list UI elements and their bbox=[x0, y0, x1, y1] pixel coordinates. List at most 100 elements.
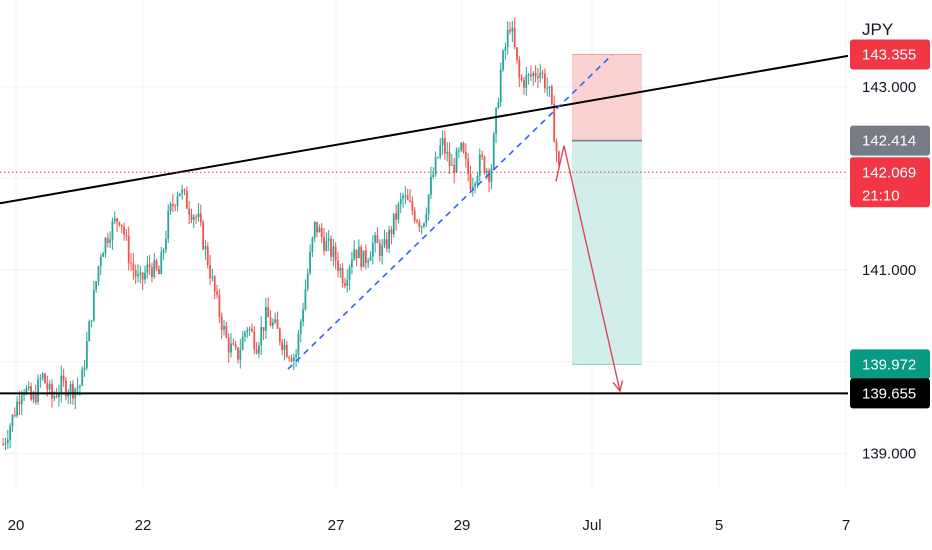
candle-body bbox=[392, 213, 395, 235]
candle-body bbox=[485, 170, 488, 173]
candle-body bbox=[130, 263, 132, 265]
candle-body bbox=[223, 325, 225, 330]
grid bbox=[0, 0, 848, 490]
candle-body bbox=[406, 195, 409, 200]
candle-body bbox=[388, 229, 391, 249]
candle-body bbox=[499, 69, 502, 103]
price-badge-label: 142.069 bbox=[862, 164, 916, 181]
projection-arrow bbox=[555, 145, 621, 392]
candle-body bbox=[183, 189, 186, 191]
candle-body bbox=[474, 183, 477, 187]
price-badge-label: 143.355 bbox=[862, 46, 916, 63]
candle-body bbox=[469, 174, 472, 190]
candle-body bbox=[553, 104, 556, 143]
candle-body bbox=[460, 142, 463, 151]
candle-body bbox=[195, 216, 198, 218]
candle-body bbox=[320, 227, 323, 237]
candle-body bbox=[264, 307, 267, 331]
candle-body bbox=[211, 276, 214, 279]
candle-body bbox=[237, 347, 239, 360]
candle-body bbox=[488, 170, 490, 182]
time-axis[interactable]: 20 22 27 29 Jul 5 7 bbox=[8, 517, 851, 534]
candle-body bbox=[116, 218, 118, 223]
candle-body bbox=[216, 291, 218, 295]
candle-body bbox=[127, 236, 130, 264]
candle-body bbox=[534, 73, 537, 77]
candle-body bbox=[255, 349, 258, 354]
candle-body bbox=[9, 426, 12, 440]
candle-body bbox=[162, 249, 165, 253]
candle-body bbox=[60, 375, 63, 394]
candle-body bbox=[351, 259, 353, 268]
candle-body bbox=[381, 245, 384, 256]
candle-body bbox=[197, 213, 200, 218]
candle-body bbox=[506, 30, 509, 48]
candle-body bbox=[402, 195, 404, 199]
candle-body bbox=[202, 222, 205, 250]
x-tick-label: Jul bbox=[582, 517, 601, 534]
x-tick-label: 20 bbox=[8, 517, 25, 534]
candle-body bbox=[125, 234, 128, 237]
price-badge-countdown: 21:10 bbox=[862, 187, 900, 204]
candle-body bbox=[341, 267, 344, 284]
candle-body bbox=[439, 145, 442, 158]
candle-body bbox=[353, 249, 356, 260]
candle-body bbox=[67, 393, 70, 397]
candle-body bbox=[502, 50, 504, 70]
candle-body bbox=[6, 439, 9, 443]
candle-body bbox=[11, 414, 14, 427]
candle-body bbox=[37, 379, 39, 403]
candle-body bbox=[13, 414, 16, 416]
candle-body bbox=[209, 265, 211, 279]
candle-body bbox=[155, 260, 158, 269]
candle-body bbox=[144, 272, 146, 280]
candle-body bbox=[58, 393, 60, 398]
candle-body bbox=[518, 59, 521, 78]
candle-body bbox=[85, 341, 88, 368]
candle-body bbox=[151, 266, 153, 278]
candle-body bbox=[204, 246, 207, 250]
candle-body bbox=[413, 210, 416, 221]
x-tick-label: 29 bbox=[454, 517, 471, 534]
candle-body bbox=[69, 384, 72, 394]
price-badge bbox=[850, 157, 930, 208]
candle-body bbox=[290, 358, 293, 362]
candle-body bbox=[302, 309, 304, 322]
price-axis[interactable]: JPY 143.000 141.000 139.000 bbox=[862, 20, 916, 462]
candle-body bbox=[276, 319, 279, 329]
candle-body bbox=[51, 383, 53, 399]
candle-body bbox=[490, 168, 493, 182]
y-tick-label: 141.000 bbox=[862, 262, 916, 279]
candle-body bbox=[134, 270, 137, 277]
candle-body bbox=[153, 260, 156, 278]
candle-body bbox=[448, 152, 451, 166]
candle-body bbox=[95, 281, 98, 291]
candle-body bbox=[527, 74, 530, 76]
candle-body bbox=[383, 239, 386, 246]
candle-body bbox=[109, 239, 112, 243]
candle-body bbox=[178, 193, 181, 196]
candle-body bbox=[481, 154, 484, 157]
candle-body bbox=[430, 177, 432, 195]
candle-body bbox=[511, 27, 514, 32]
candle-body bbox=[550, 86, 553, 105]
candle-body bbox=[437, 157, 439, 159]
candle-body bbox=[39, 378, 42, 380]
candle-body bbox=[234, 344, 237, 348]
projection-arrow-head bbox=[612, 380, 624, 393]
candle-body bbox=[267, 307, 270, 318]
candle-body bbox=[176, 195, 179, 206]
candle-body bbox=[278, 328, 281, 342]
candle-body bbox=[339, 267, 342, 271]
candle-body bbox=[390, 229, 393, 235]
candle-body bbox=[411, 201, 414, 211]
candle-body bbox=[348, 267, 351, 280]
candle-body bbox=[188, 208, 191, 215]
candle-body bbox=[118, 222, 121, 225]
candle-body bbox=[364, 250, 367, 263]
candle-body bbox=[378, 243, 381, 256]
candle-body bbox=[369, 256, 372, 261]
candle-body bbox=[311, 237, 314, 253]
x-tick-label: 5 bbox=[715, 517, 723, 534]
